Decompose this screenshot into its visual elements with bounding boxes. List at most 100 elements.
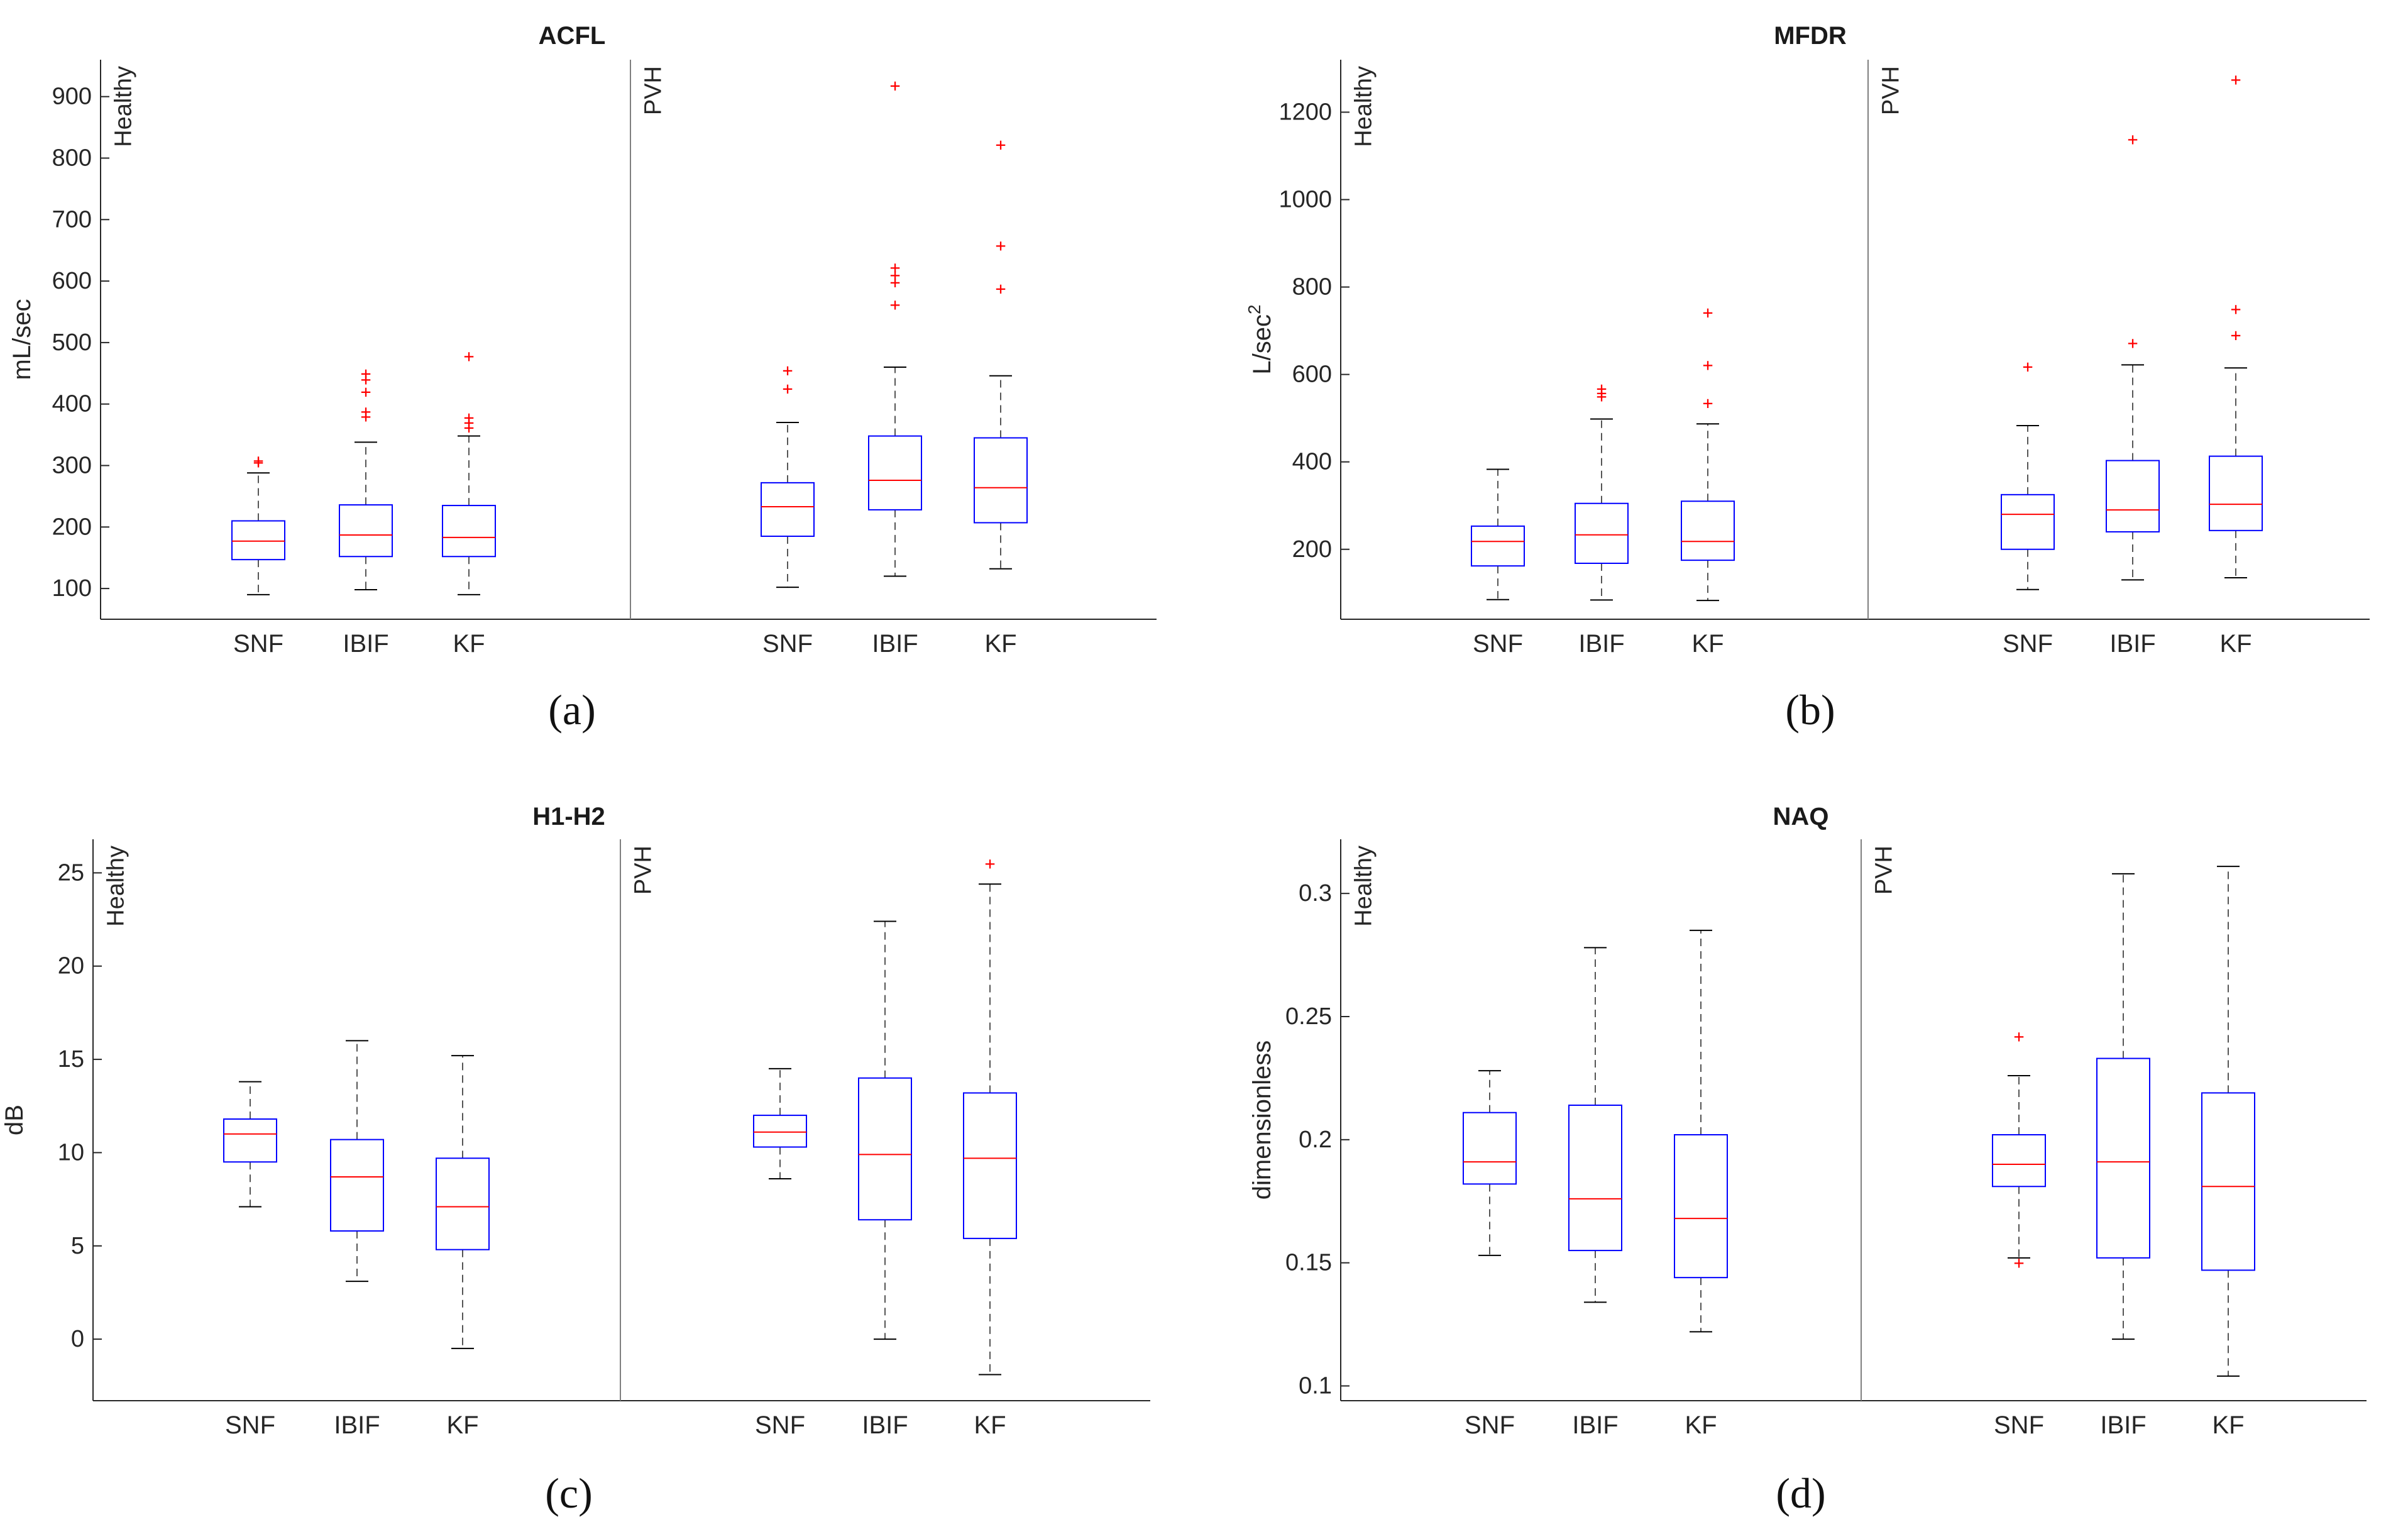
chart-title-naq: NAQ [1773, 803, 1829, 830]
box-healthy-snf [1471, 470, 1524, 600]
x-category-label-ibif: IBIF [862, 1411, 908, 1439]
outlier-marker: + [890, 257, 901, 278]
box-pvh-ibif [2097, 874, 2150, 1339]
x-category-label-snf: SNF [755, 1411, 805, 1439]
box-iqr [331, 1140, 383, 1231]
box-iqr [436, 1158, 489, 1249]
group-label-healthy: Healthy [110, 66, 136, 147]
group-label-healthy: Healthy [1350, 846, 1377, 927]
x-category-label-ibif: IBIF [343, 630, 388, 658]
outlier-marker: + [2231, 299, 2241, 319]
y-axis-label: L/sec2 [1245, 304, 1276, 374]
panel-label: (c) [545, 1469, 592, 1517]
y-axis-label: mL/sec [8, 299, 36, 380]
box-iqr [964, 1093, 1016, 1238]
y-axis-label-text: dimensionless [1248, 1040, 1276, 1200]
box-healthy-kf: ++++ [443, 346, 495, 595]
x-category-label-kf: KF [1685, 1411, 1717, 1439]
y-tick-label: 5 [71, 1233, 84, 1259]
outlier-marker: + [890, 75, 901, 96]
box-iqr [232, 521, 285, 560]
y-tick-label: 100 [52, 575, 92, 602]
x-category-label-ibif: IBIF [1572, 1411, 1618, 1439]
x-category-label-snf: SNF [1994, 1411, 2044, 1439]
x-category-label-snf: SNF [1473, 630, 1523, 658]
box-healthy-ibif: +++ [1575, 378, 1628, 600]
outlier-marker: + [2231, 69, 2241, 90]
y-axis-label-text: dB [1, 1105, 28, 1135]
box-pvh-ibif: ++ [2106, 129, 2159, 580]
y-tick-label: 400 [52, 391, 92, 417]
box-pvh-ibif [859, 922, 911, 1340]
box-pvh-snf: ++ [1993, 1026, 2045, 1273]
box-healthy-snf [1463, 1071, 1516, 1255]
chart-title-acfl: ACFL [539, 22, 606, 50]
y-tick-label: 15 [58, 1046, 84, 1073]
outlier-marker: + [996, 134, 1006, 155]
figure: ACFL100200300400500600700800900mL/sec(a)… [0, 0, 2408, 1517]
chart-panel-mfdr: MFDR 200 400 600 800 1000 1200 L/sec2 (b) Healthy… [1245, 22, 2370, 734]
x-category-label-kf: KF [974, 1411, 1006, 1439]
y-tick-label: 0.25 [1285, 1003, 1332, 1030]
group-label-pvh: PVH [630, 846, 656, 895]
y-axis-label-text: mL/sec [8, 299, 36, 380]
box-pvh-ibif: +++++ [869, 75, 921, 576]
box-pvh-kf: +++ [974, 134, 1027, 568]
chart-title-h1-h2: H1-H2 [532, 803, 605, 830]
x-category-label-ibif: IBIF [2100, 1411, 2146, 1439]
y-axis-label: dimensionless [1248, 1040, 1276, 1200]
box-healthy-ibif [1569, 947, 1622, 1302]
outlier-marker: + [985, 853, 996, 874]
box-healthy-ibif: +++++ [339, 363, 392, 590]
outlier-marker: + [783, 360, 793, 380]
y-tick-label: 0.1 [1299, 1373, 1332, 1399]
x-category-label-kf: KF [2219, 630, 2251, 658]
box-pvh-snf [754, 1069, 806, 1179]
x-category-label-snf: SNF [2003, 630, 2053, 658]
box-iqr [1674, 1135, 1727, 1277]
box-iqr [1471, 526, 1524, 566]
chart-panel-h1-h2: H1-H2 0 5 10 15 20 25 dB (c) Healthy SNF IBIF KF PVH S… [1, 803, 1150, 1517]
panel-label: (d) [1776, 1469, 1825, 1517]
y-tick-label: 800 [52, 145, 92, 171]
outlier-marker: + [783, 378, 793, 399]
group-label-pvh: PVH [1877, 66, 1904, 115]
x-category-label-ibif: IBIF [872, 630, 918, 658]
box-iqr [2001, 495, 2054, 549]
y-tick-label: 0.15 [1285, 1250, 1332, 1276]
y-tick-label: 0 [71, 1326, 84, 1352]
box-iqr [443, 505, 495, 556]
y-tick-label: 20 [58, 953, 84, 979]
box-healthy-kf [436, 1056, 489, 1349]
box-iqr [1569, 1105, 1622, 1250]
box-iqr [761, 483, 814, 536]
y-tick-label: 1000 [1278, 187, 1332, 213]
y-tick-label: 300 [52, 452, 92, 478]
y-tick-label: 800 [1292, 274, 1332, 301]
y-tick-label: 25 [58, 859, 84, 886]
outlier-marker: + [2014, 1026, 2025, 1047]
x-category-label-snf: SNF [1465, 1411, 1515, 1439]
box-healthy-snf [224, 1082, 277, 1207]
outlier-marker: + [464, 407, 475, 428]
outlier-marker: + [996, 235, 1006, 256]
y-tick-label: 200 [52, 514, 92, 540]
box-iqr [859, 1078, 911, 1220]
box-healthy-kf [1674, 930, 1727, 1332]
x-category-label-ibif: IBIF [1578, 630, 1624, 658]
box-iqr [1993, 1135, 2045, 1186]
y-axis-label-superscript: 2 [1245, 304, 1264, 314]
y-tick-label: 700 [52, 206, 92, 233]
y-tick-label: 600 [52, 268, 92, 294]
box-iqr [869, 436, 921, 510]
group-label-healthy: Healthy [1350, 66, 1377, 147]
outlier-marker: + [253, 450, 264, 471]
y-tick-label: 400 [1292, 449, 1332, 475]
x-category-label-kf: KF [984, 630, 1016, 658]
box-pvh-kf [2202, 866, 2255, 1376]
x-category-label-kf: KF [453, 630, 485, 658]
box-iqr [224, 1119, 277, 1162]
x-category-label-snf: SNF [225, 1411, 275, 1439]
chart-panel-acfl: ACFL 100 200 300 400 500 600 700 800 900 mL/sec (a)… [8, 22, 1157, 734]
outlier-marker: + [361, 401, 371, 422]
